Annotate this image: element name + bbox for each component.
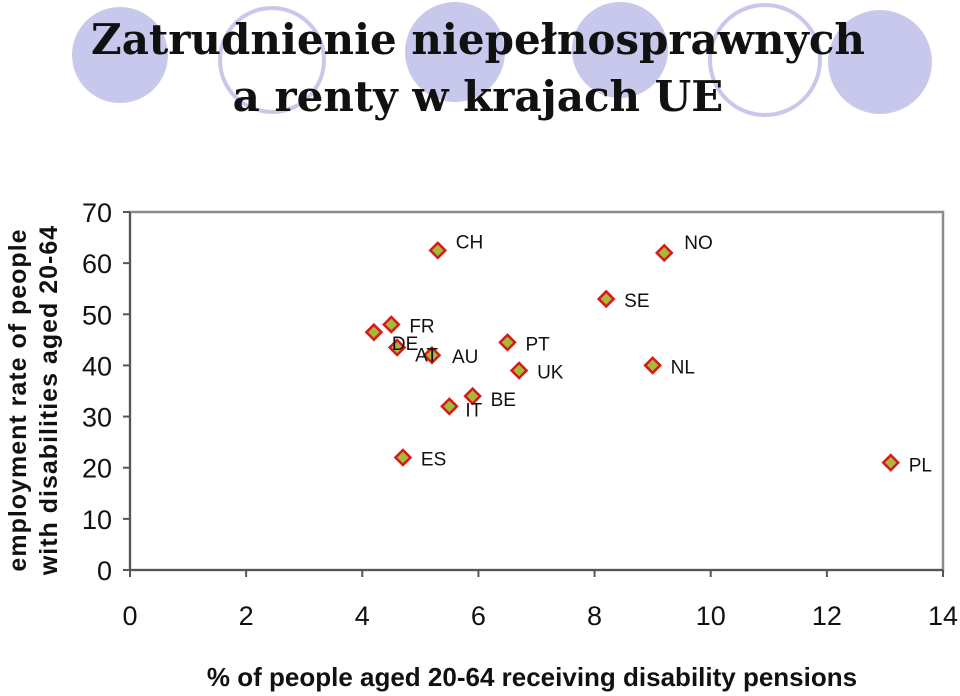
- point-it: [440, 397, 459, 416]
- point-se: [596, 289, 616, 309]
- y-tick-label: 30: [82, 403, 112, 433]
- point-no: [654, 243, 674, 263]
- point-uk: [509, 361, 529, 380]
- y-axis-ticks: 0 10 20 30 40 50 60 70: [82, 198, 130, 586]
- x-tick-label: 12: [812, 601, 842, 631]
- point-label-at: AT: [415, 346, 438, 367]
- point-at: [387, 338, 407, 357]
- point-label-uk: UK: [537, 363, 564, 384]
- point-be: [463, 386, 482, 406]
- decor-circle-0: [72, 7, 168, 103]
- x-tick-label: 2: [239, 601, 254, 631]
- slide-title-line-1: Zatrudnienie niepełnosprawnych: [91, 15, 865, 64]
- point-label-pt: PT: [525, 334, 550, 355]
- decor-circle-4: [708, 3, 822, 117]
- decor-circle-3: [572, 2, 668, 98]
- y-tick-label: 60: [82, 249, 112, 279]
- decor-circle-1: [218, 6, 326, 114]
- data-points: [364, 241, 901, 472]
- decor-circle-2: [405, 2, 505, 102]
- point-au: [422, 345, 442, 365]
- decor-circle-5: [828, 10, 932, 114]
- y-tick-label: 50: [82, 300, 112, 330]
- point-de: [364, 322, 384, 342]
- y-axis-title-line-1: employment rate of people: [4, 228, 32, 571]
- point-label-no: NO: [684, 233, 713, 254]
- x-tick-label: 14: [928, 601, 958, 631]
- slide-title-line-2: a renty w krajach UE: [233, 72, 724, 121]
- x-tick-label: 8: [587, 601, 602, 631]
- plot-area: [128, 210, 945, 572]
- y-tick-label: 0: [97, 556, 112, 586]
- y-axis-title-line-2: with disabilities aged 20-64: [35, 225, 63, 576]
- point-label-it: IT: [465, 400, 482, 421]
- point-label-de: DE: [392, 334, 418, 355]
- y-axis-title: employment rate of people with disabilit…: [4, 225, 63, 576]
- chart-axes: [129, 212, 943, 571]
- point-label-se: SE: [624, 291, 649, 312]
- x-tick-label: 0: [122, 601, 137, 631]
- point-ch: [428, 241, 448, 260]
- point-label-pl: PL: [909, 456, 932, 477]
- point-fr: [382, 315, 401, 334]
- decorative-circles: [72, 2, 932, 117]
- point-label-es: ES: [421, 449, 446, 470]
- point-label-fr: FR: [409, 317, 434, 338]
- point-label-au: AU: [452, 347, 478, 368]
- y-tick-label: 20: [82, 454, 112, 484]
- y-tick-label: 40: [82, 351, 112, 381]
- point-label-ch: CH: [456, 232, 483, 253]
- point-es: [393, 448, 413, 467]
- point-label-be: BE: [491, 390, 516, 411]
- x-axis-title: % of people aged 20-64 receiving disabil…: [207, 662, 857, 692]
- y-tick-label: 70: [82, 198, 112, 228]
- point-label-nl: NL: [671, 357, 695, 378]
- point-pt: [498, 333, 517, 352]
- x-tick-label: 6: [471, 601, 486, 631]
- scatter-chart: 0 2 4 6 8 10 12 14 0 10 20 30 40 50 60 70 CH NO SE FRDEAT…: [4, 198, 958, 692]
- x-tick-label: 4: [355, 601, 370, 631]
- point-nl: [643, 356, 662, 375]
- x-axis-ticks: 0 2 4 6 8 10 12 14: [122, 570, 958, 631]
- point-pl: [881, 453, 901, 472]
- x-tick-label: 10: [696, 601, 726, 631]
- y-tick-label: 10: [82, 505, 112, 535]
